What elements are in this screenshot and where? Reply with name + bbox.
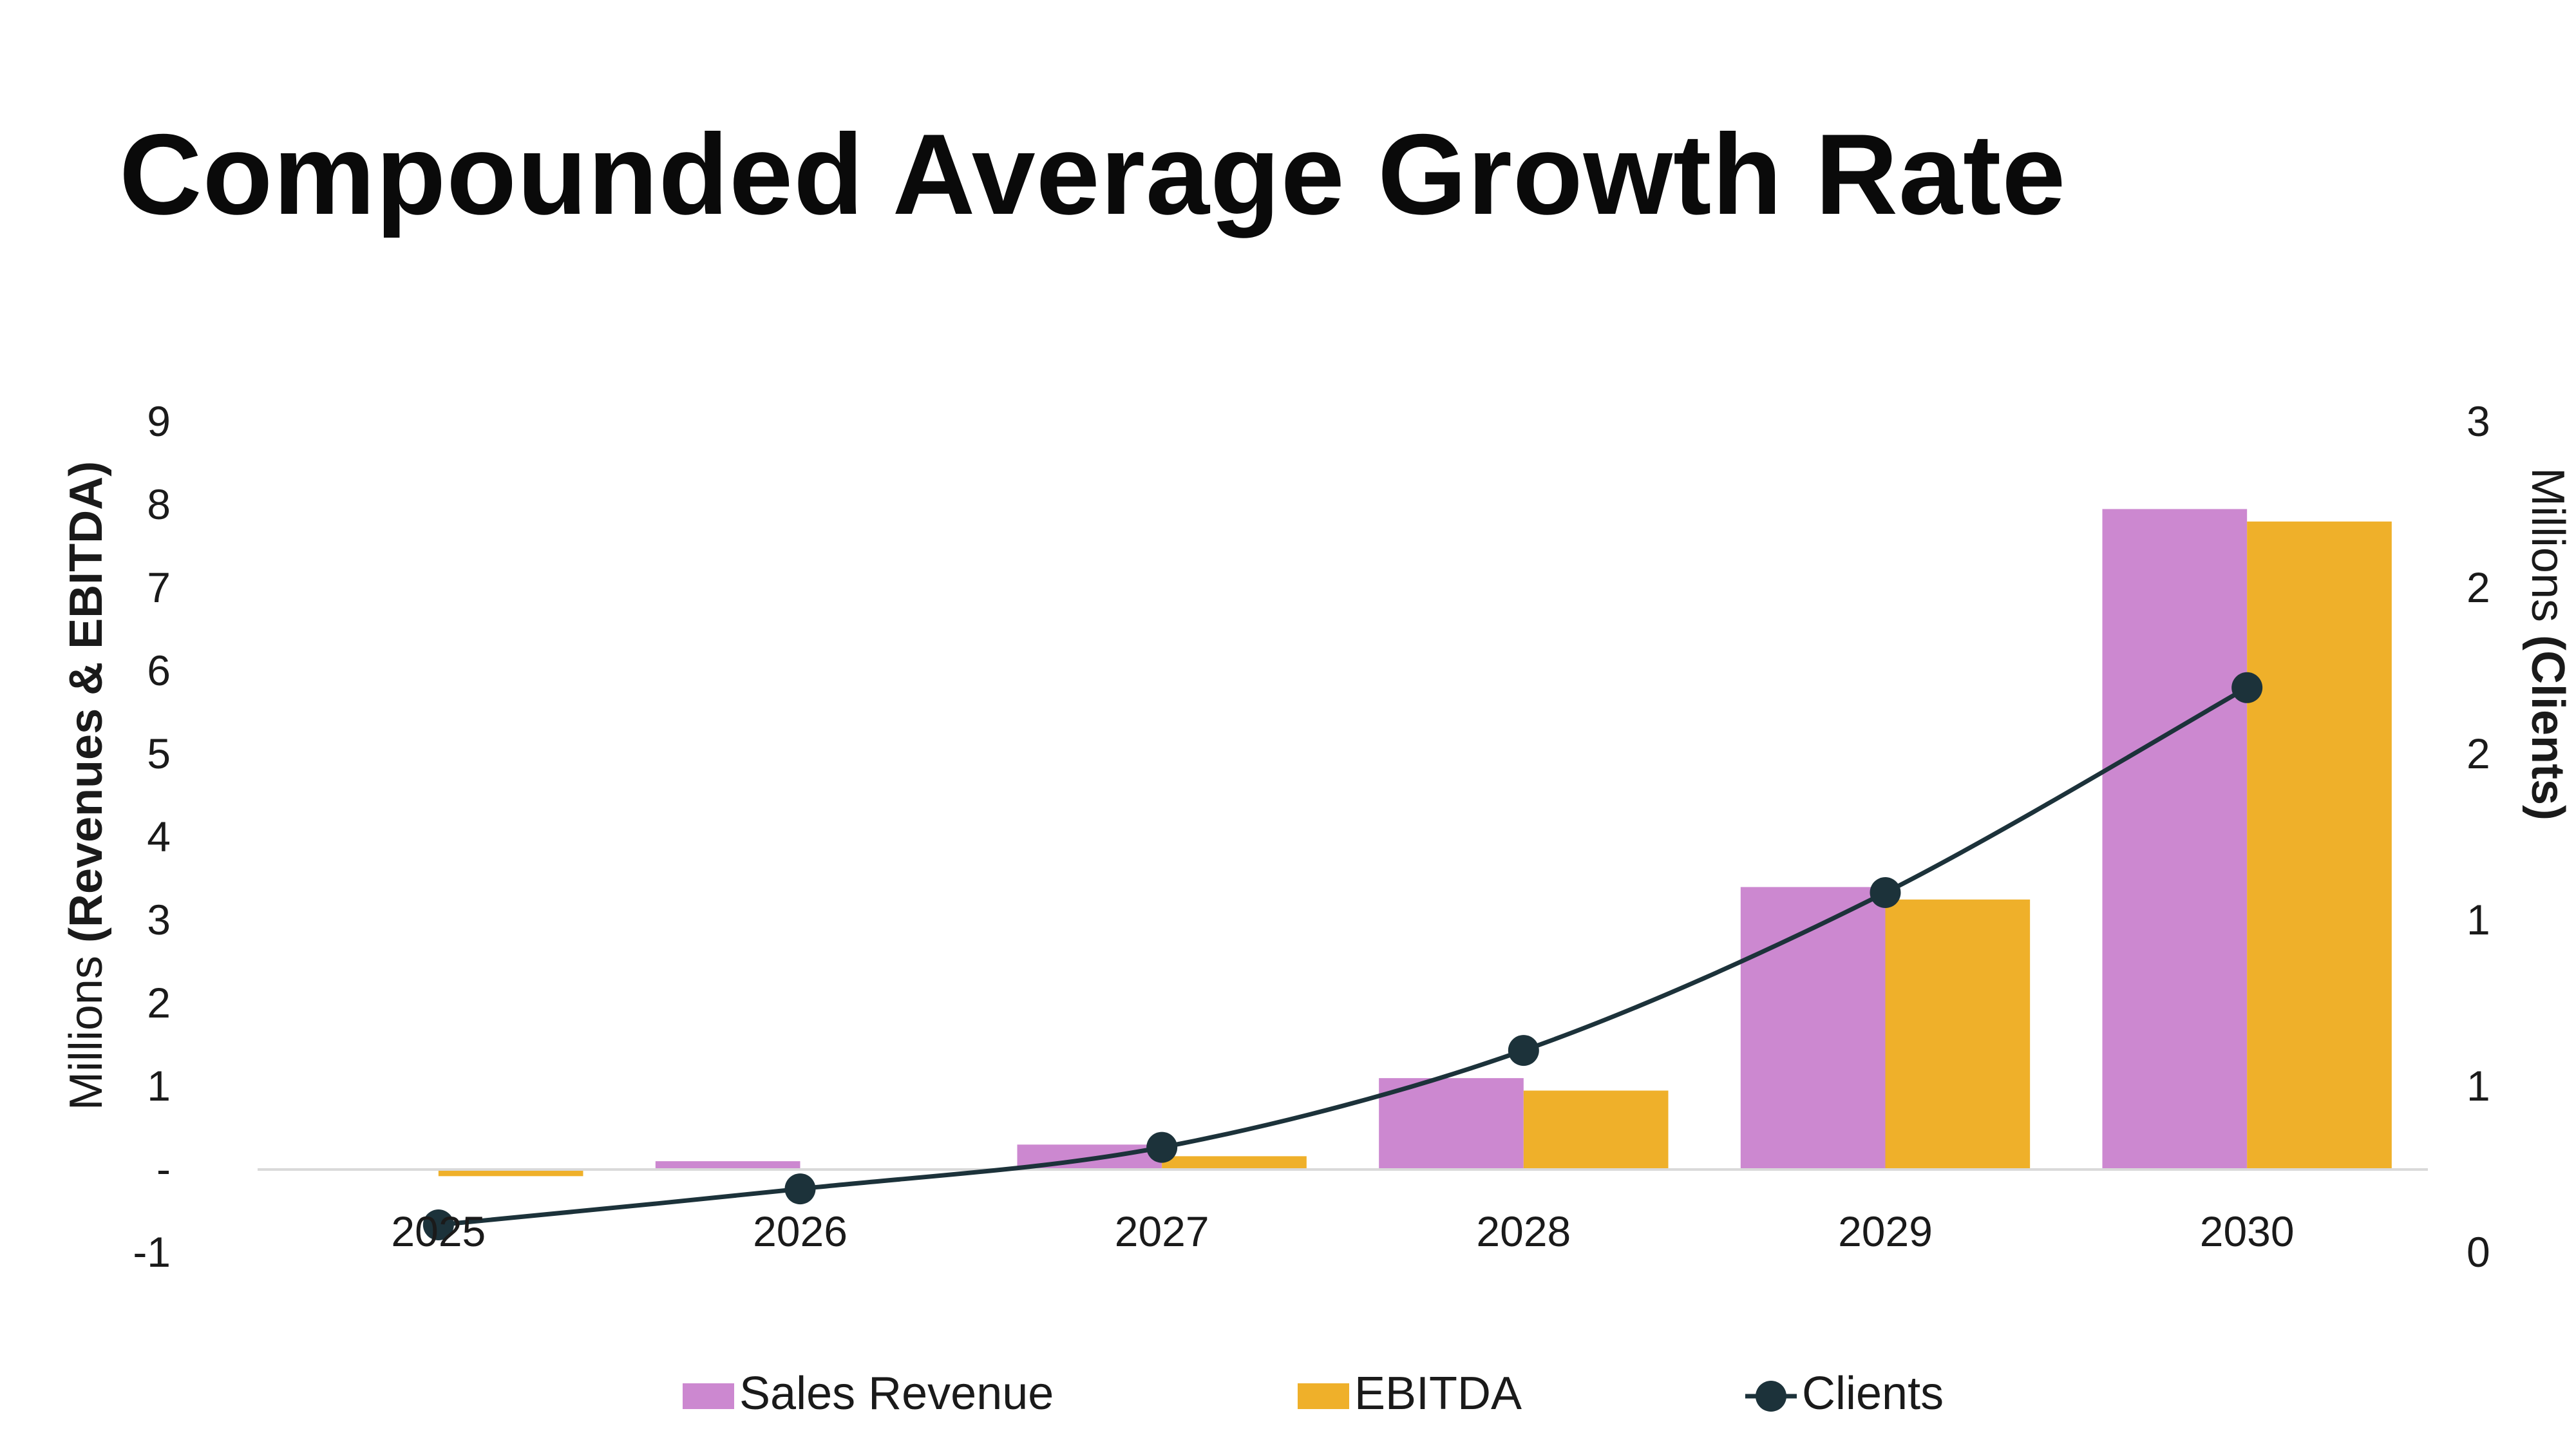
legend-label-2: Clients bbox=[1802, 1368, 1944, 1419]
legend-label-1: EBITDA bbox=[1354, 1368, 1522, 1419]
clients-point-2030 bbox=[2231, 672, 2263, 703]
x-tick-label-2029: 2029 bbox=[1838, 1208, 1933, 1255]
left-tick-label: 9 bbox=[147, 397, 171, 445]
left-tick-label: 5 bbox=[147, 730, 171, 777]
left-tick-label: 7 bbox=[147, 564, 171, 611]
x-tick-label-2025: 2025 bbox=[391, 1208, 486, 1255]
right-tick-label: 1 bbox=[2467, 1062, 2490, 1110]
x-tick-label-2030: 2030 bbox=[2200, 1208, 2295, 1255]
clients-point-2026 bbox=[784, 1173, 816, 1205]
x-tick-label-2027: 2027 bbox=[1115, 1208, 1209, 1255]
sales-revenue-bar-2028 bbox=[1379, 1078, 1524, 1170]
sales-revenue-bar-2026 bbox=[655, 1161, 800, 1170]
legend-label-0: Sales Revenue bbox=[739, 1368, 1054, 1419]
x-tick-label-2028: 2028 bbox=[1476, 1208, 1571, 1255]
right-axis-title: Millions (Clients) bbox=[2522, 468, 2573, 820]
left-tick-label: - bbox=[156, 1145, 171, 1193]
right-tick-label: 2 bbox=[2467, 564, 2490, 611]
legend-swatch-0 bbox=[683, 1383, 734, 1409]
ebitda-bar-2028 bbox=[1523, 1090, 1669, 1170]
right-tick-label: 0 bbox=[2467, 1228, 2490, 1276]
left-tick-label: 2 bbox=[147, 979, 171, 1027]
left-axis-title-prefix: Millions bbox=[61, 943, 112, 1110]
left-tick-label: 4 bbox=[147, 813, 171, 860]
left-tick-label: 3 bbox=[147, 896, 171, 943]
sales-revenue-bar-2029 bbox=[1740, 887, 1886, 1170]
legend-marker-swatch bbox=[1756, 1381, 1786, 1412]
clients-point-2027 bbox=[1146, 1132, 1178, 1163]
left-tick-label: 8 bbox=[147, 480, 171, 528]
legend-swatch-1 bbox=[1298, 1383, 1349, 1409]
right-axis-title-emphasis: (Clients) bbox=[2522, 635, 2573, 820]
ebitda-bar-2027 bbox=[1162, 1156, 1307, 1170]
right-tick-label: 1 bbox=[2467, 896, 2490, 943]
right-tick-label: 3 bbox=[2467, 397, 2490, 445]
right-tick-label: 2 bbox=[2467, 730, 2490, 777]
left-axis-title: Millions (Revenues & EBITDA) bbox=[61, 461, 112, 1110]
x-tick-label-2026: 2026 bbox=[753, 1208, 848, 1255]
ebitda-bar-2029 bbox=[1885, 899, 2031, 1170]
left-tick-label: -1 bbox=[133, 1228, 171, 1276]
x-axis-ticks: 2025 2026 2027 2028 2029 2030 bbox=[391, 1208, 2294, 1255]
clients-point-2025 bbox=[422, 1209, 454, 1240]
legend: Sales Revenue EBITDA Clients bbox=[683, 1368, 1944, 1419]
left-axis-title-emphasis: (Revenues & EBITDA) bbox=[61, 461, 112, 943]
right-axis-ticks: 0 1 1 2 2 3 bbox=[2467, 397, 2490, 1276]
ebitda-bar-2025 bbox=[438, 1170, 583, 1177]
bars-layer bbox=[438, 509, 2392, 1177]
left-tick-label: 6 bbox=[147, 647, 171, 694]
clients-point-2028 bbox=[1508, 1035, 1539, 1066]
sales-revenue-bar-2030 bbox=[2102, 509, 2248, 1170]
clients-line bbox=[438, 685, 2248, 1227]
page-title: Compounded Average Growth Rate bbox=[119, 110, 2067, 238]
right-axis-title-prefix: Millions bbox=[2522, 468, 2573, 635]
clients-line-layer bbox=[422, 672, 2263, 1240]
left-tick-label: 1 bbox=[147, 1062, 171, 1110]
ebitda-bar-2030 bbox=[2247, 521, 2392, 1170]
clients-point-2029 bbox=[1870, 877, 1901, 908]
